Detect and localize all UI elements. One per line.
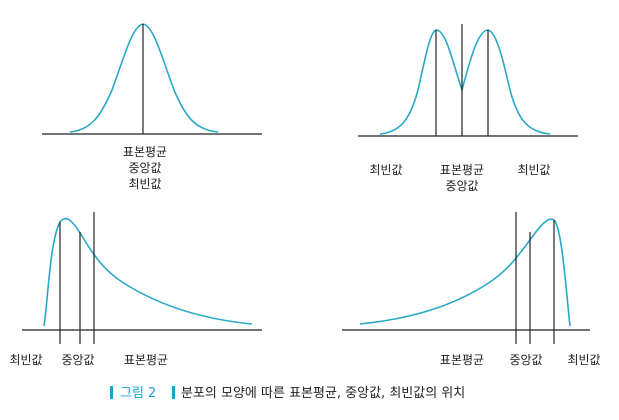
label-mode-symmetric: 최빈값: [128, 177, 161, 191]
panel-symmetric: 표본평균 중앙값 최빈값: [42, 23, 262, 191]
panel-right-skewed: 최빈값 중앙값 표본평균: [9, 212, 262, 367]
label-mode-left-skewed: 최빈값: [567, 353, 600, 367]
caption-bar-left: [110, 386, 113, 399]
label-median-symmetric: 중앙값: [128, 161, 161, 175]
label-mean-right-skewed: 표본평균: [124, 353, 168, 367]
caption-bar-right: [172, 386, 175, 399]
label-mode-right-bimodal: 최빈값: [517, 163, 550, 177]
caption-figure-label: 그림 2: [120, 386, 156, 401]
label-mode-left-bimodal: 최빈값: [369, 163, 402, 177]
curve-bimodal: [379, 29, 551, 135]
curve-right-skewed: [43, 217, 253, 327]
label-mean-left-skewed: 표본평균: [440, 353, 484, 367]
curve-symmetric: [69, 23, 219, 133]
caption-text: 분포의 모양에 따른 표본평균, 중앙값, 최빈값의 위치: [181, 386, 465, 401]
label-mode-right-skewed: 최빈값: [9, 353, 42, 367]
figure-caption: 그림 2 분포의 모양에 따른 표본평균, 중앙값, 최빈값의 위치: [110, 386, 465, 401]
panel-left-skewed: 표본평균 중앙값 최빈값: [342, 212, 601, 367]
label-median-bimodal: 중앙값: [445, 179, 478, 193]
label-median-right-skewed: 중앙값: [61, 353, 94, 367]
label-mean-symmetric: 표본평균: [123, 145, 167, 159]
label-median-left-skewed: 중앙값: [509, 353, 542, 367]
panel-bimodal: 최빈값 표본평균 중앙값 최빈값: [358, 24, 578, 193]
label-mean-bimodal: 표본평균: [440, 163, 484, 177]
curve-left-skewed: [359, 218, 571, 327]
